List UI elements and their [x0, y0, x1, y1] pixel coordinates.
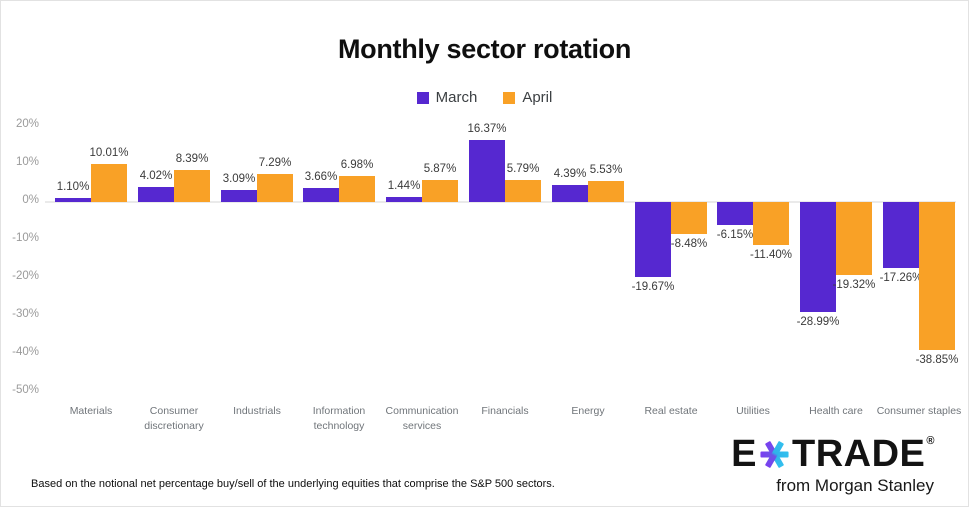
bar-april-utilities — [753, 202, 789, 246]
logo-tagline: from Morgan Stanley — [776, 476, 934, 495]
value-label-march-real-estate: -19.67% — [631, 280, 675, 293]
value-label-april-energy: 5.53% — [589, 164, 623, 176]
category-label-financials: Financials — [481, 405, 529, 417]
value-label-april-health-care: -19.32% — [832, 279, 876, 292]
bar-march-communication-services — [386, 196, 422, 202]
bar-april-information-technology — [339, 175, 375, 202]
category-label-health-care: Health care — [809, 405, 863, 417]
bar-march-information-technology — [303, 188, 339, 202]
category-label-consumer-staples: Consumer staples — [876, 405, 962, 417]
zero-axis-line — [45, 201, 956, 203]
bar-march-real-estate — [635, 202, 671, 277]
bar-april-consumer-discretionary — [174, 170, 210, 202]
legend-label: March — [435, 89, 478, 106]
value-label-march-consumer-staples: -17.26% — [879, 271, 923, 284]
bar-march-consumer-discretionary — [138, 186, 174, 202]
value-label-april-communication-services: 5.87% — [423, 162, 457, 175]
value-label-march-consumer-discretionary: 4.02% — [139, 169, 173, 182]
bar-march-financials — [469, 139, 505, 202]
bar-april-consumer-staples — [919, 202, 955, 350]
y-axis-tick: 0% — [22, 194, 39, 206]
bar-april-industrials — [257, 174, 293, 202]
legend-swatch-april — [503, 91, 516, 104]
value-label-march-information-technology: 3.66% — [304, 171, 338, 184]
etrade-wordmark: E TRADE ® — [731, 435, 934, 473]
category-label-communication-services: Communication services — [385, 405, 459, 433]
value-label-march-energy: 4.39% — [553, 168, 587, 181]
value-label-april-financials: 5.79% — [506, 163, 540, 175]
chart-legend: March April — [1, 89, 968, 106]
value-label-april-industrials: 7.29% — [258, 157, 292, 170]
logo-text-e: E — [731, 433, 757, 475]
value-label-march-communication-services: 1.44% — [387, 179, 421, 192]
value-label-march-utilities: -6.15% — [716, 229, 754, 242]
value-label-april-consumer-staples: -38.85% — [915, 353, 959, 366]
y-axis-tick: -10% — [12, 232, 39, 244]
category-label-consumer-discretionary: Consumer discretionary — [144, 405, 204, 433]
category-label-real-estate: Real estate — [644, 405, 698, 417]
chart-title: Monthly sector rotation — [337, 34, 632, 64]
bar-march-health-care — [800, 202, 836, 313]
y-axis-tick: 10% — [15, 156, 39, 168]
y-axis-tick: -30% — [12, 308, 39, 320]
bar-march-utilities — [717, 202, 753, 226]
bar-april-real-estate — [671, 202, 707, 235]
legend-item-april: April — [503, 89, 552, 106]
etrade-star-icon — [760, 440, 789, 468]
y-axis-tick: 20% — [15, 118, 39, 130]
value-label-march-industrials: 3.09% — [222, 173, 256, 186]
category-label-utilities: Utilities — [736, 405, 770, 417]
value-label-april-utilities: -11.40% — [750, 249, 792, 262]
y-axis-tick: -20% — [12, 270, 39, 282]
value-label-april-real-estate: -8.48% — [670, 238, 708, 251]
bar-march-industrials — [221, 190, 257, 202]
etrade-logo: E TRADE ® from Morgan — [731, 435, 934, 496]
value-label-april-consumer-discretionary: 8.39% — [175, 153, 209, 166]
legend-label: April — [522, 89, 553, 106]
value-label-march-materials: 1.10% — [56, 180, 90, 193]
category-label-materials: Materials — [69, 405, 113, 417]
category-label-energy: Energy — [571, 405, 605, 417]
category-label-information-technology: Information technology — [312, 405, 366, 433]
y-axis-tick: -50% — [12, 384, 39, 396]
registered-mark: ® — [926, 434, 935, 447]
logo-text-trade: TRADE — [792, 433, 926, 475]
bar-march-materials — [55, 197, 91, 202]
bar-march-consumer-staples — [883, 202, 919, 268]
y-axis-tick: -40% — [12, 346, 39, 358]
bar-april-communication-services — [422, 179, 458, 202]
bar-march-energy — [552, 185, 588, 202]
legend-item-march: March — [416, 89, 478, 106]
value-label-april-information-technology: 6.98% — [340, 158, 374, 171]
category-label-industrials: Industrials — [233, 405, 281, 417]
value-label-march-financials: 16.37% — [467, 122, 507, 135]
bar-april-financials — [505, 180, 541, 202]
value-label-april-materials: 10.01% — [89, 147, 129, 159]
bar-april-materials — [91, 164, 127, 202]
footnote: Based on the notional net percentage buy… — [31, 478, 555, 490]
bar-april-health-care — [836, 202, 872, 276]
legend-swatch-march — [416, 91, 429, 104]
bar-april-energy — [588, 181, 624, 202]
value-label-march-health-care: -28.99% — [796, 316, 840, 329]
